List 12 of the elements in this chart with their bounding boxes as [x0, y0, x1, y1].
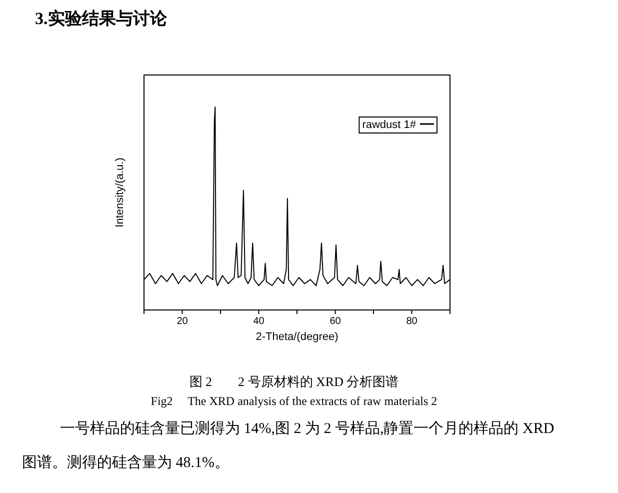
x-tick-label: 40 — [253, 316, 265, 328]
x-tick-label: 80 — [406, 316, 418, 328]
x-axis-title: 2-Theta/(degree) — [256, 331, 338, 343]
text: 3.实验结果与讨论 — [35, 9, 168, 28]
text: 一号样品的硅含量已测得为 14%,图 2 为 2 号样品,静置一个月的样品的 XRD — [60, 420, 554, 437]
text: 图谱。测得的硅含量为 48.1%。 — [22, 454, 230, 471]
caption: Fig2 The XRD analysis of the extracts of raw materials 2 — [150, 394, 438, 408]
y-axis-title: Intensity/(a.u.) — [114, 158, 126, 228]
legend-label: rawdust 1# — [362, 119, 417, 131]
caption: 图 2 2 号原材料的 XRD 分析图谱 — [189, 374, 399, 389]
x-tick-label: 60 — [330, 316, 342, 328]
x-tick-label: 20 — [176, 316, 188, 328]
